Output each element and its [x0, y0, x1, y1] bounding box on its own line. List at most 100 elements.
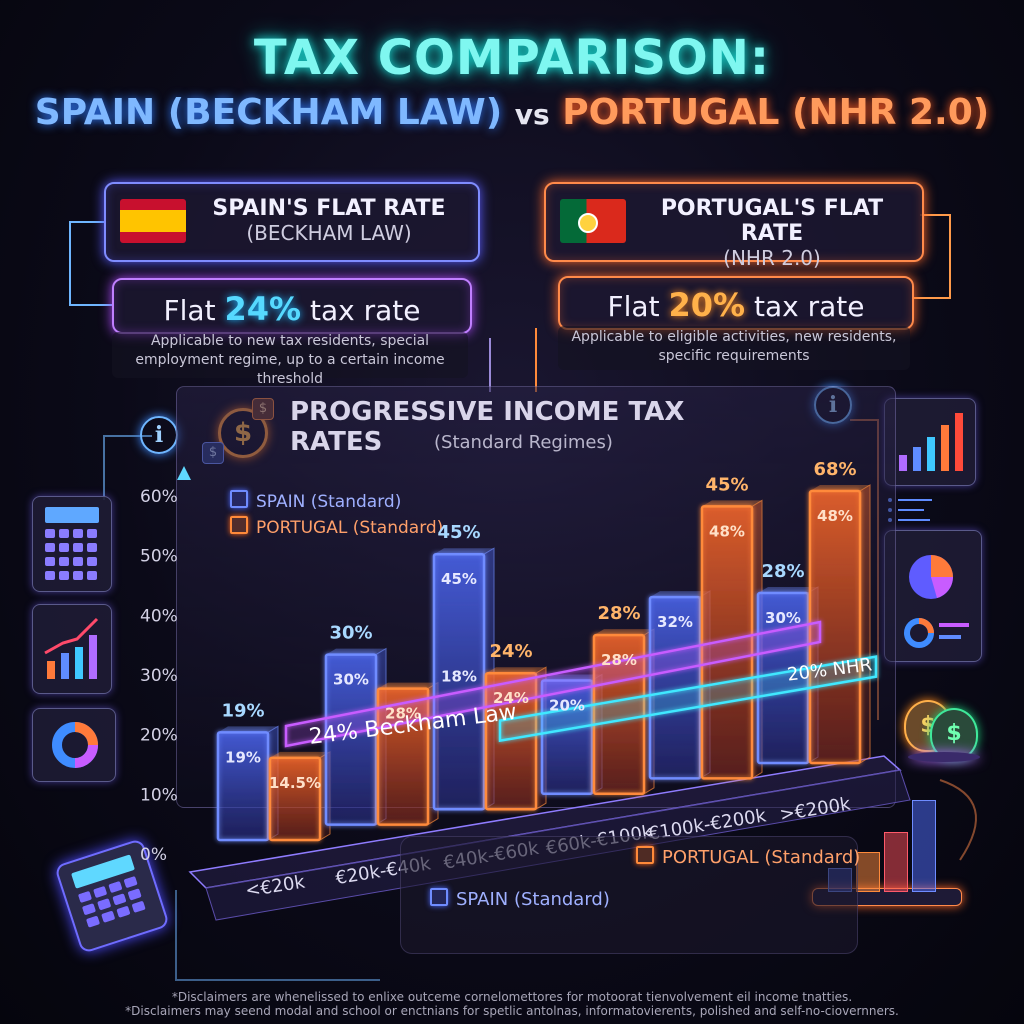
- legend-spain-swatch: [230, 490, 248, 508]
- bar-spain: [216, 731, 270, 842]
- subtitle-spain: SPAIN (BECKHAM LAW): [34, 92, 503, 133]
- portugal-flag-icon: [560, 199, 626, 243]
- page-subtitle: SPAIN (BECKHAM LAW) vs PORTUGAL (NHR 2.0…: [0, 92, 1024, 133]
- portugal-flat-prefix: Flat: [607, 290, 669, 323]
- calculator-3d-icon: [54, 838, 170, 954]
- portugal-subheading: (NHR 2.0): [723, 246, 821, 270]
- chart-subtitle: (Standard Regimes): [434, 432, 613, 453]
- bar-portugal-value-label: 14.5%: [269, 774, 321, 792]
- bar-spain-top-label: 30%: [329, 623, 372, 644]
- bottom-legend-panel: [400, 836, 858, 954]
- bar-portugal-side: [859, 484, 871, 764]
- spain-subheading: (BECKHAM LAW): [246, 221, 412, 245]
- bar-portugal-value-label: 28%: [385, 705, 421, 723]
- spain-flat-prefix: Flat: [163, 294, 225, 327]
- bottom-right-circuit: [939, 779, 977, 861]
- bar-portugal-top-label: 45%: [705, 474, 748, 495]
- portugal-connector: [912, 214, 951, 299]
- bottom-legend-portugal-label: PORTUGAL (Standard): [662, 847, 861, 868]
- disclaimer-2: *Disclaimers may seend modal and school …: [125, 1004, 899, 1018]
- bar-portugal-top-label: 68%: [813, 459, 856, 480]
- bar-spain-top: [650, 591, 710, 598]
- y-tick-label: 60%: [140, 487, 178, 507]
- y-tick-label: 40%: [140, 606, 178, 626]
- portugal-heading-text: PORTUGAL'S FLAT RATE: [660, 196, 884, 246]
- y-tick-label: 50%: [140, 547, 178, 567]
- spain-heading: SPAIN'S FLAT RATE (BECKHAM LAW): [198, 196, 460, 245]
- y-axis-arrow-icon: [177, 466, 191, 480]
- pie-chart-icon: [884, 530, 982, 662]
- bar-portugal-top: [810, 485, 870, 491]
- bar-spain-value-label: 20%: [549, 696, 585, 714]
- calculator-icon: [32, 496, 112, 592]
- bar-portugal-value-label: 28%: [601, 651, 637, 669]
- portugal-heading: PORTUGAL'S FLAT RATE (NHR 2.0): [634, 196, 910, 270]
- portugal-heading-card: PORTUGAL'S FLAT RATE (NHR 2.0): [544, 182, 924, 270]
- chart-title: PROGRESSIVE INCOME TAX RATES: [290, 397, 685, 457]
- growth-chart-icon: [32, 604, 112, 694]
- beckham-law-band: [284, 620, 822, 748]
- bar-spain-value-label: 30%: [333, 671, 369, 689]
- bar-portugal: [268, 756, 322, 842]
- bar-portugal: [484, 671, 538, 811]
- bar-portugal-top-label: 24%: [489, 641, 532, 662]
- spain-flat-suffix: tax rate: [301, 294, 421, 327]
- bar-portugal-top: [702, 500, 762, 507]
- bar-spain: [432, 552, 486, 811]
- bar-portugal-value-label: 24%: [493, 689, 529, 707]
- bar-spain: [324, 653, 378, 826]
- spain-heading-text: SPAIN'S FLAT RATE: [212, 196, 446, 221]
- bar-portugal-value-label: 48%: [817, 507, 853, 525]
- bar-spain-top: [434, 548, 494, 555]
- bar-portugal-value-label: 48%: [709, 522, 745, 540]
- bar-spain-top-label: 28%: [761, 561, 804, 582]
- bar-portugal-top-label: 28%: [597, 603, 640, 624]
- bar-spain-value-label: 30%: [765, 609, 801, 627]
- spain-flat-rate: 24%: [224, 290, 302, 328]
- donut-chart-icon: [32, 708, 116, 782]
- spain-flag-icon: [120, 199, 186, 243]
- bottom-legend-spain: SPAIN (Standard): [430, 888, 610, 910]
- bar-spain-top: [326, 648, 386, 655]
- money-bag-green-icon: $: [930, 708, 978, 760]
- bar-portugal-top: [486, 667, 546, 674]
- subtitle-portugal: PORTUGAL (NHR 2.0): [562, 92, 990, 133]
- spain-heading-card: SPAIN'S FLAT RATE (BECKHAM LAW): [104, 182, 480, 262]
- portugal-description: Applicable to eligible activities, new r…: [558, 326, 910, 370]
- bar-spain-value-label: 19%: [225, 748, 261, 766]
- bar-spain-lower-label: 18%: [441, 668, 477, 686]
- bar-spain-top-label: 45%: [437, 522, 480, 543]
- spain-connector: [69, 221, 112, 306]
- bar-spain-top-label: 19%: [221, 700, 264, 721]
- portugal-flat-rate: 20%: [668, 286, 746, 324]
- bar-spain-top: [758, 587, 818, 593]
- legend-spain-label: SPAIN (Standard): [256, 492, 402, 512]
- portugal-flat-rate-text: Flat 20% tax rate: [560, 286, 912, 324]
- bottom-legend-portugal-swatch: [636, 846, 654, 864]
- bottom-left-circuit: [175, 890, 380, 981]
- money-bags-icon: $ $: [900, 684, 980, 764]
- bar-portugal-top: [378, 682, 438, 689]
- y-tick-label: 10%: [140, 785, 178, 805]
- bar-portugal-top: [594, 629, 654, 636]
- legend-spain: SPAIN (Standard): [230, 490, 401, 512]
- spain-flat-rate-text: Flat 24% tax rate: [114, 290, 470, 328]
- spain-flat-rate-card: Flat 24% tax rate: [112, 278, 472, 334]
- spain-description: Applicable to new tax residents, special…: [112, 332, 468, 387]
- bottom-legend-portugal: PORTUGAL (Standard): [636, 846, 860, 868]
- bar-spain-value-label: 32%: [657, 613, 693, 631]
- subtitle-vs: vs: [514, 98, 550, 131]
- bar-portugal-top: [270, 751, 330, 758]
- bar-spain-top: [218, 726, 278, 733]
- bottom-legend-spain-swatch: [430, 888, 448, 906]
- page-title: TAX COMPARISON:: [253, 30, 771, 86]
- left-circuit: [103, 435, 152, 500]
- disclaimer-1: *Disclaimers are whenelissed to enlixe o…: [171, 990, 853, 1004]
- legend-portugal: PORTUGAL (Standard): [230, 516, 443, 538]
- portugal-flat-suffix: tax rate: [745, 290, 865, 323]
- y-tick-label: 20%: [140, 726, 178, 746]
- bar-spain-value-label: 45%: [441, 570, 477, 588]
- y-tick-label: 0%: [140, 845, 167, 865]
- legend-portugal-label: PORTUGAL (Standard): [256, 518, 444, 538]
